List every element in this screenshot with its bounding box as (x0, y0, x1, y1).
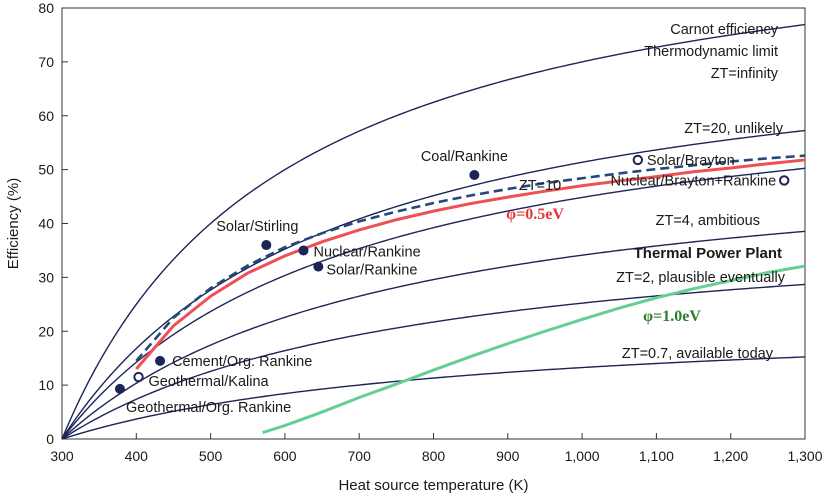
carnot-label-2: Thermodynamic limit (644, 44, 778, 60)
x-tick-label: 700 (348, 448, 372, 464)
y-tick-label: 50 (38, 162, 54, 178)
curves (61, 23, 806, 440)
zt2-label: ZT=2, plausible eventually (616, 270, 786, 286)
carnot-label-3: ZT=infinity (711, 66, 779, 82)
y-tick-label: 70 (38, 54, 54, 70)
x-tick-label: 800 (422, 448, 446, 464)
axes: 300 400 500 600 700 800 900 1,000 1,100 1,200 1,30… (5, 0, 823, 494)
point-cement-org-rankine (155, 355, 166, 366)
phi05-label: φ=0.5eV (506, 206, 564, 223)
zt10-dashed-curve (135, 154, 806, 362)
x-tick-label: 400 (125, 448, 149, 464)
point-nuclear-brayton-rankine (778, 175, 790, 186)
point-label-cement-org-rankine: Cement/Org. Rankine (172, 354, 312, 370)
point-label-solar-stirling: Solar/Stirling (216, 219, 298, 235)
phi-0-5-curve (135, 158, 806, 370)
point-solar-stirling (261, 240, 272, 251)
point-geothermal-kalina (133, 371, 144, 383)
point-label-coal-rankine: Coal/Rankine (421, 149, 508, 165)
zt-curve-4 (61, 230, 806, 440)
x-axis-label: Heat source temperature (K) (338, 477, 528, 494)
x-tick-label: 1,000 (565, 448, 600, 464)
zt-curve-0-7 (61, 356, 806, 440)
point-nuclear-rankine (298, 245, 309, 256)
point-coal-rankine (469, 170, 480, 181)
point-label-solar-rankine: Solar/Rankine (326, 263, 417, 279)
x-tick-label: 300 (50, 448, 74, 464)
x-tick-label: 600 (273, 448, 297, 464)
y-tick-label: 20 (38, 323, 54, 339)
x-tick-label: 500 (199, 448, 223, 464)
x-tick-label: 1,100 (639, 448, 674, 464)
point-label-nuclear-rankine: Nuclear/Rankine (313, 244, 420, 260)
phi-1-0-curve (262, 264, 806, 434)
y-tick-label: 80 (38, 0, 54, 16)
x-tick-label: 1,300 (787, 448, 822, 464)
thermal-power-plant-label: Thermal Power Plant (634, 245, 782, 262)
x-tick-label: 1,200 (713, 448, 748, 464)
y-tick-label: 30 (38, 269, 54, 285)
y-tick-label: 60 (38, 108, 54, 124)
zt10-label: ZT=10 (519, 178, 561, 194)
x-tick-label: 900 (496, 448, 520, 464)
y-tick-label: 40 (38, 216, 54, 232)
point-label-solar-brayton: Solar/Brayton (647, 153, 735, 169)
y-tick-label: 0 (46, 431, 54, 447)
data-points: Coal/Rankine Solar/Brayton Nuclear/Brayton… (114, 149, 790, 416)
point-solar-brayton (632, 154, 644, 166)
point-label-geothermal-org-rankine: Geothermal/Org. Rankine (126, 400, 291, 416)
point-geothermal-org-rankine (114, 383, 125, 394)
point-label-geothermal-kalina: Geothermal/Kalina (149, 374, 270, 390)
phi10-label: φ=1.0eV (643, 308, 701, 325)
carnot-label-1: Carnot efficiency (670, 22, 778, 38)
zt-curve-10 (61, 167, 806, 440)
point-solar-rankine (313, 261, 324, 272)
zt-curve-infinity (61, 23, 806, 440)
point-label-nuclear-brayton-rankine: Nuclear/Brayton+Rankine (611, 173, 777, 189)
zt20-label: ZT=20, unlikely (684, 121, 783, 137)
zt07-label: ZT=0.7, available today (622, 346, 774, 362)
y-axis-label: Efficiency (%) (5, 178, 22, 269)
zt4-label: ZT=4, ambitious (656, 213, 760, 229)
zt-curve-2 (61, 283, 806, 440)
y-tick-label: 10 (38, 377, 54, 393)
